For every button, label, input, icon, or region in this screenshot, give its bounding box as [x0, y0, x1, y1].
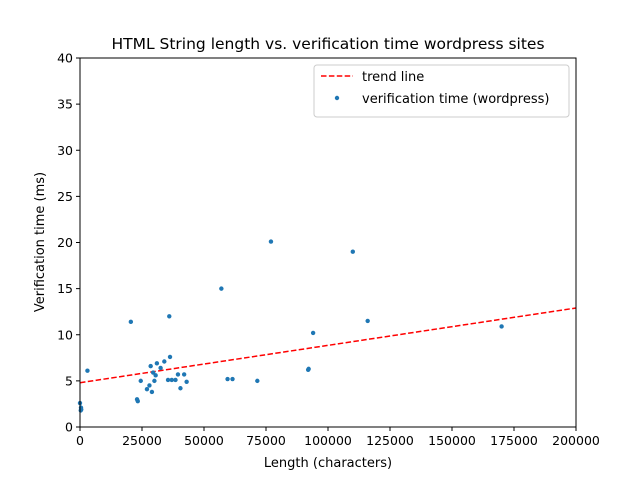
x-tick-label: 75000	[246, 433, 286, 448]
data-point	[181, 372, 187, 377]
data-point	[175, 372, 181, 377]
data-point	[365, 318, 370, 324]
legend-box	[313, 64, 570, 118]
data-point	[144, 386, 150, 392]
data-point	[230, 376, 235, 382]
y-tick-label: 20	[57, 235, 73, 250]
x-tick-label: 100000	[304, 433, 352, 448]
x-tick-label: 150000	[428, 433, 476, 448]
x-tick-label: 200000	[552, 433, 600, 448]
y-tick-label: 35	[57, 97, 73, 112]
data-point	[153, 373, 158, 378]
data-point	[147, 383, 152, 388]
y-tick-label: 25	[57, 189, 73, 204]
data-point	[162, 359, 167, 364]
data-point	[158, 365, 163, 371]
y-axis-label: Verification time (ms)	[33, 172, 48, 312]
data-point	[184, 379, 189, 384]
x-tick-label: 0	[76, 433, 84, 448]
x-axis: 0 25000 50000 75000 100000 125000 150000 175000…	[76, 427, 600, 448]
data-point	[152, 378, 157, 384]
data-point	[148, 363, 153, 369]
legend: trend line verification time (wordpress)	[313, 64, 570, 118]
trend-line	[79, 307, 577, 384]
x-tick-label: 50000	[184, 433, 224, 448]
data-point	[165, 377, 171, 383]
data-point	[85, 368, 90, 373]
data-point	[178, 386, 183, 391]
y-tick-label: 10	[57, 327, 73, 342]
data-point	[255, 378, 260, 384]
x-tick-label: 25000	[122, 433, 162, 448]
y-tick-label: 30	[57, 143, 73, 158]
data-point	[128, 319, 134, 325]
data-point	[219, 286, 224, 291]
x-axis-label: Length (characters)	[264, 456, 392, 471]
data-point	[167, 354, 173, 360]
data-point	[135, 398, 140, 404]
plot-marks	[77, 239, 577, 413]
data-point	[499, 324, 504, 329]
y-tick-label: 40	[57, 51, 73, 66]
data-point	[310, 330, 316, 336]
data-point	[169, 377, 174, 383]
chart-title: HTML String length vs. verification time…	[111, 35, 544, 53]
data-point	[268, 239, 274, 244]
data-point	[306, 366, 311, 372]
legend-trend-label: trend line	[362, 70, 424, 85]
data-point	[350, 249, 355, 254]
legend-points-label: verification time (wordpress)	[362, 92, 549, 107]
data-point	[138, 378, 143, 384]
y-tick-label: 0	[65, 420, 73, 435]
data-point	[149, 389, 155, 395]
y-tick-label: 15	[57, 281, 73, 296]
x-tick-label: 125000	[366, 433, 414, 448]
data-point	[167, 314, 172, 319]
y-axis: 0 5 10 15 20 25 30 35 40	[57, 51, 80, 435]
legend-points-swatch	[334, 95, 340, 101]
data-point	[225, 376, 230, 382]
data-point	[173, 377, 178, 383]
x-tick-label: 175000	[490, 433, 538, 448]
y-tick-label: 5	[65, 373, 73, 388]
data-point	[154, 361, 160, 366]
